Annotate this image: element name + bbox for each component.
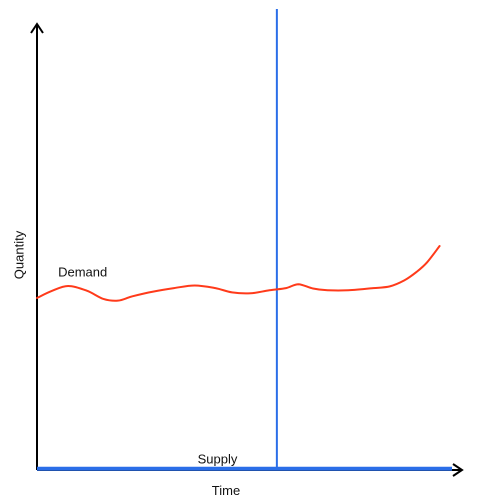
series-annotation-supply: Supply — [198, 452, 238, 467]
chart-labels: Time Quantity Demand Supply — [11, 230, 240, 498]
x-axis-label: Time — [212, 483, 240, 498]
y-axis-arrow — [30, 22, 44, 34]
demand-line — [36, 245, 441, 302]
chart-marks — [36, 9, 452, 471]
y-axis-label: Quantity — [11, 230, 26, 279]
x-axis-arrow — [452, 463, 464, 477]
series-annotation-demand: Demand — [58, 265, 107, 280]
axes — [30, 22, 464, 477]
